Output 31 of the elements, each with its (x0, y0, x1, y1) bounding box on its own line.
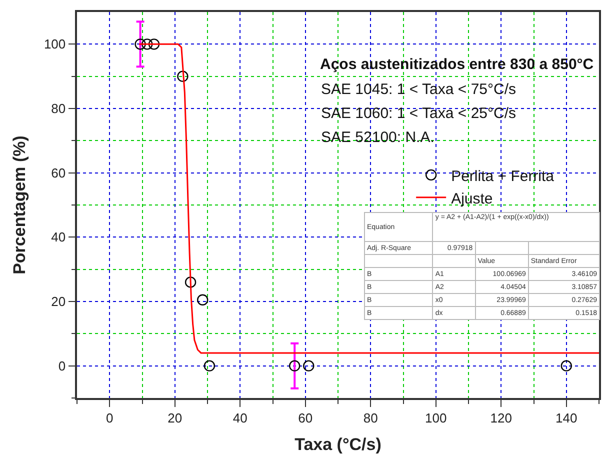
point (197, 294, 208, 306)
point (204, 360, 216, 372)
y-axis-title: Porcentagem (%) (10, 136, 29, 274)
x-tick-label: 0 (106, 410, 114, 426)
annotation: SAE 1045: 1 < Taxa < 75°C/s (321, 81, 516, 98)
x-tick-label: 80 (363, 410, 378, 426)
y-tick-label: 40 (51, 230, 66, 245)
y-tick-label: 0 (58, 358, 66, 374)
x-tick-label: 60 (298, 410, 313, 426)
x-tick-label: 120 (490, 410, 512, 426)
point (289, 360, 300, 372)
x-tick-label: 20 (168, 410, 182, 426)
point (148, 38, 160, 50)
point (134, 38, 146, 50)
y-tick-label: 20 (51, 294, 66, 310)
x-tick-label: 140 (556, 410, 578, 426)
point (303, 360, 314, 372)
legend-label: Ajuste (451, 190, 493, 208)
y-tick-label: 100 (44, 36, 66, 52)
point (184, 276, 196, 288)
y-tick-label: 60 (51, 165, 66, 180)
annotation: Aços austenitizados entre 830 a 850°C (320, 56, 594, 73)
x-axis-title: Taxa (°C/s) (294, 435, 382, 454)
x-tick-label: 100 (425, 410, 447, 426)
x-tick-label: 40 (232, 410, 248, 426)
y-tick-label: 80 (51, 101, 66, 116)
annotation: SAE 1060: 1 < Taxa < 25°C/s (321, 105, 516, 122)
point (560, 360, 572, 372)
point (177, 70, 188, 82)
point (142, 38, 153, 50)
annotation: SAE 52100: N.A. (321, 129, 434, 146)
